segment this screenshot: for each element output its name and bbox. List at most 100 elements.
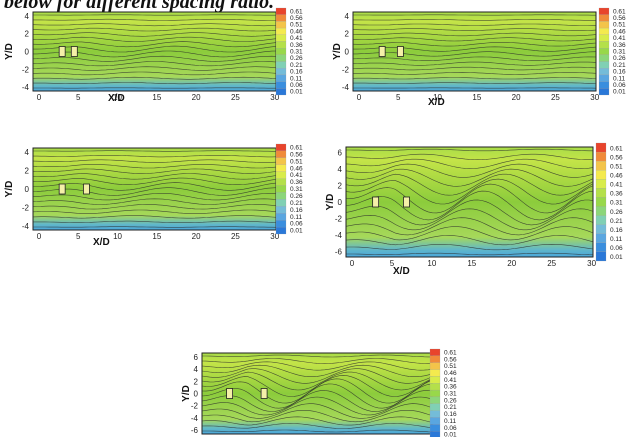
colorbar-level-label: 0.31 — [290, 49, 303, 56]
x-tick-label: 25 — [547, 259, 556, 268]
colorbar-level-label: 0.11 — [290, 214, 303, 221]
colorbar-level-label: 0.61 — [290, 8, 303, 15]
colorbar-swatch — [429, 410, 441, 418]
y-tick-label: 0 — [25, 185, 30, 194]
colorbar-level-label: 0.01 — [613, 89, 626, 96]
y-tick-label: -6 — [191, 426, 199, 435]
y-tick-label: 2 — [25, 30, 30, 39]
colorbar-level-label: 0.46 — [610, 172, 623, 179]
colorbar-swatch — [429, 369, 441, 377]
colorbar-swatch — [275, 88, 287, 96]
contour-line — [352, 61, 597, 66]
colorbar-level-label: 0.26 — [444, 397, 457, 404]
colorbar-level-label: 0.06 — [290, 221, 303, 228]
contour-line — [201, 396, 433, 416]
colorbar-level-label: 0.41 — [610, 182, 623, 189]
colorbar-level-label: 0.06 — [613, 82, 626, 89]
contour-line — [32, 187, 277, 196]
figure-caption: below for different spacing ratio. — [4, 0, 275, 13]
x-tick-label: 30 — [590, 93, 599, 102]
contour-line — [32, 41, 277, 48]
contour-line — [33, 150, 276, 152]
y-tick-label: 4 — [338, 165, 343, 174]
contour-line — [32, 209, 277, 214]
contour-line — [353, 19, 596, 21]
y-tick-label: -4 — [342, 83, 350, 92]
colorbar-level-label: 0.51 — [290, 158, 303, 165]
colorbar-swatch — [429, 348, 441, 356]
x-tick-label: 0 — [357, 93, 362, 102]
colorbar-level-label: 0.46 — [290, 165, 303, 172]
colorbar-level-label: 0.11 — [444, 418, 457, 425]
y-axis-label: Y/D — [332, 43, 343, 60]
colorbar-level-label: 0.41 — [613, 35, 626, 42]
colorbar-level-label: 0.21 — [444, 404, 457, 411]
x-tick-label: 15 — [472, 93, 481, 102]
contour-line — [352, 28, 597, 32]
cylinder-body — [372, 196, 380, 208]
colorbar-level-label: 0.21 — [290, 200, 303, 207]
cylinder-body — [58, 183, 66, 195]
colorbar-swatch — [429, 389, 441, 398]
colorbar-level-label: 0.61 — [290, 145, 303, 152]
cylinder-body — [378, 46, 386, 57]
contour-line — [353, 82, 597, 84]
contour-line — [345, 226, 594, 241]
colorbar-level-label: 0.21 — [613, 62, 626, 69]
y-axis-label: Y/D — [325, 194, 336, 211]
contour-line — [33, 226, 277, 228]
colorbar-level-label: 0.56 — [290, 15, 303, 22]
contour-line — [33, 82, 277, 85]
colorbar-level-label: 0.56 — [290, 151, 303, 158]
colorbar-level-label: 0.51 — [613, 22, 626, 29]
colorbar-swatch — [429, 396, 441, 404]
contour-line — [201, 383, 433, 409]
y-tick-label: 2 — [25, 167, 30, 176]
x-tick-label: 10 — [113, 93, 122, 102]
colorbar-level-label: 0.16 — [290, 69, 303, 76]
contour-line — [353, 51, 597, 57]
colorbar-level-label: 0.11 — [613, 75, 626, 82]
colorbar-level-label: 0.11 — [610, 236, 623, 243]
y-tick-label: -2 — [342, 65, 350, 74]
y-tick-label: 2 — [338, 182, 343, 191]
contour-line — [345, 243, 594, 251]
contour-line — [33, 182, 277, 191]
x-tick-label: 20 — [192, 232, 201, 241]
colorbar-level-label: 0.36 — [613, 42, 626, 49]
colorbar-swatch — [598, 88, 610, 96]
cylinder-body — [403, 196, 410, 208]
contour-line — [32, 71, 277, 76]
x-tick-label: 5 — [76, 232, 81, 241]
colorbar-level-label: 0.46 — [444, 370, 457, 377]
cylinder-body — [226, 388, 234, 399]
x-tick-label: 20 — [507, 259, 516, 268]
contour-line — [33, 155, 277, 158]
x-axis-label: X/D — [108, 93, 125, 104]
contour-line — [33, 18, 276, 21]
contour-line — [201, 390, 433, 412]
colorbar-level-label: 0.01 — [610, 254, 623, 261]
contour-line — [32, 215, 277, 219]
colorbar-level-label: 0.06 — [444, 425, 457, 432]
colorbar-level-label: 0.11 — [290, 75, 303, 82]
x-tick-label: 5 — [76, 93, 81, 102]
contour-line — [201, 361, 433, 371]
y-tick-label: 0 — [338, 198, 343, 207]
contour-line — [352, 66, 597, 71]
contour-line — [201, 403, 433, 419]
x-tick-label: 0 — [37, 232, 42, 241]
contour-line — [32, 55, 277, 62]
contour-line — [32, 198, 277, 205]
cylinder-body — [260, 388, 268, 399]
colorbar-level-label: 0.16 — [290, 207, 303, 214]
colorbar-level-label: 0.26 — [290, 55, 303, 62]
colorbar-swatch — [429, 383, 441, 391]
colorbar-swatch — [429, 424, 441, 432]
y-axis-label: Y/D — [181, 385, 192, 402]
contour-line — [33, 220, 277, 223]
x-tick-label: 15 — [152, 232, 161, 241]
